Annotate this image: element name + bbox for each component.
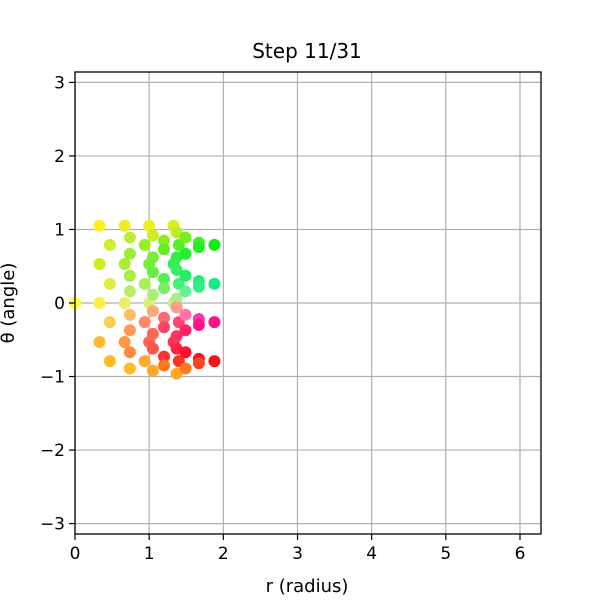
x-tick-label: 2 (218, 544, 229, 564)
x-axis-label: r (radius) (266, 576, 349, 597)
data-point (123, 346, 136, 359)
data-point (118, 219, 131, 232)
y-tick-label: 2 (54, 147, 65, 167)
data-point (208, 355, 221, 368)
data-point (170, 292, 183, 305)
data-point (123, 324, 136, 337)
data-point (157, 359, 170, 372)
data-point (118, 297, 131, 309)
data-point (179, 285, 192, 298)
data-point (179, 308, 192, 321)
data-point (192, 319, 205, 332)
data-point (123, 362, 136, 375)
data-point (146, 364, 159, 377)
y-axis-ticks: −3 −2 −1 0 1 2 3 (40, 73, 75, 535)
data-point (93, 258, 106, 271)
data-point (157, 282, 170, 295)
data-point (179, 362, 192, 375)
data-point (192, 241, 205, 254)
data-point (170, 330, 183, 343)
data-point (192, 357, 205, 370)
y-tick-label: 3 (54, 73, 65, 93)
data-point (138, 277, 151, 290)
data-point (123, 231, 136, 244)
x-tick-label: 5 (440, 544, 451, 564)
data-point (157, 321, 170, 334)
data-point (170, 367, 183, 380)
x-tick-label: 4 (366, 544, 377, 564)
y-tick-label: −2 (40, 441, 65, 461)
data-point (179, 247, 192, 260)
data-point (170, 263, 183, 276)
data-point (208, 277, 221, 290)
data-point (138, 316, 151, 329)
data-point (170, 301, 183, 314)
x-tick-label: 3 (292, 544, 303, 564)
x-tick-label: 6 (515, 544, 526, 564)
data-point (146, 229, 159, 242)
data-point (208, 316, 221, 329)
data-point (103, 316, 116, 329)
x-tick-label: 1 (144, 544, 155, 564)
data-point (146, 342, 159, 355)
data-point (103, 355, 116, 368)
data-point (208, 238, 221, 251)
data-point (123, 308, 136, 321)
data-point (157, 350, 170, 363)
data-point (146, 251, 159, 264)
data-point (157, 243, 170, 256)
y-tick-label: 1 (54, 220, 65, 240)
data-point (138, 355, 151, 368)
data-point (157, 311, 170, 324)
data-point (146, 305, 159, 318)
data-point (93, 219, 106, 232)
data-point (93, 297, 106, 309)
data-point (146, 288, 159, 301)
data-point (143, 219, 156, 232)
data-point (123, 285, 136, 298)
data-point (123, 247, 136, 260)
data-point (146, 266, 159, 279)
data-point (179, 346, 192, 359)
data-point (146, 327, 159, 340)
data-point (157, 234, 170, 247)
x-axis-ticks: 0 1 2 3 4 5 6 (70, 534, 526, 564)
data-points (69, 219, 221, 380)
data-point (103, 277, 116, 290)
chart-title: Step 11/31 (252, 39, 362, 63)
x-tick-label: 0 (70, 544, 81, 564)
y-axis-label: θ (angle) (0, 263, 19, 344)
data-point (123, 269, 136, 282)
y-tick-label: 0 (54, 294, 65, 314)
data-point (103, 238, 116, 251)
data-point (170, 226, 183, 239)
data-point (93, 335, 106, 348)
data-point (138, 238, 151, 251)
data-point (118, 335, 131, 348)
y-tick-label: −3 (40, 515, 65, 535)
data-point (157, 272, 170, 285)
data-point (179, 324, 192, 337)
data-point (118, 258, 131, 271)
data-point (192, 280, 205, 293)
y-tick-label: −1 (40, 368, 65, 388)
data-point (179, 231, 192, 244)
data-point (179, 269, 192, 282)
